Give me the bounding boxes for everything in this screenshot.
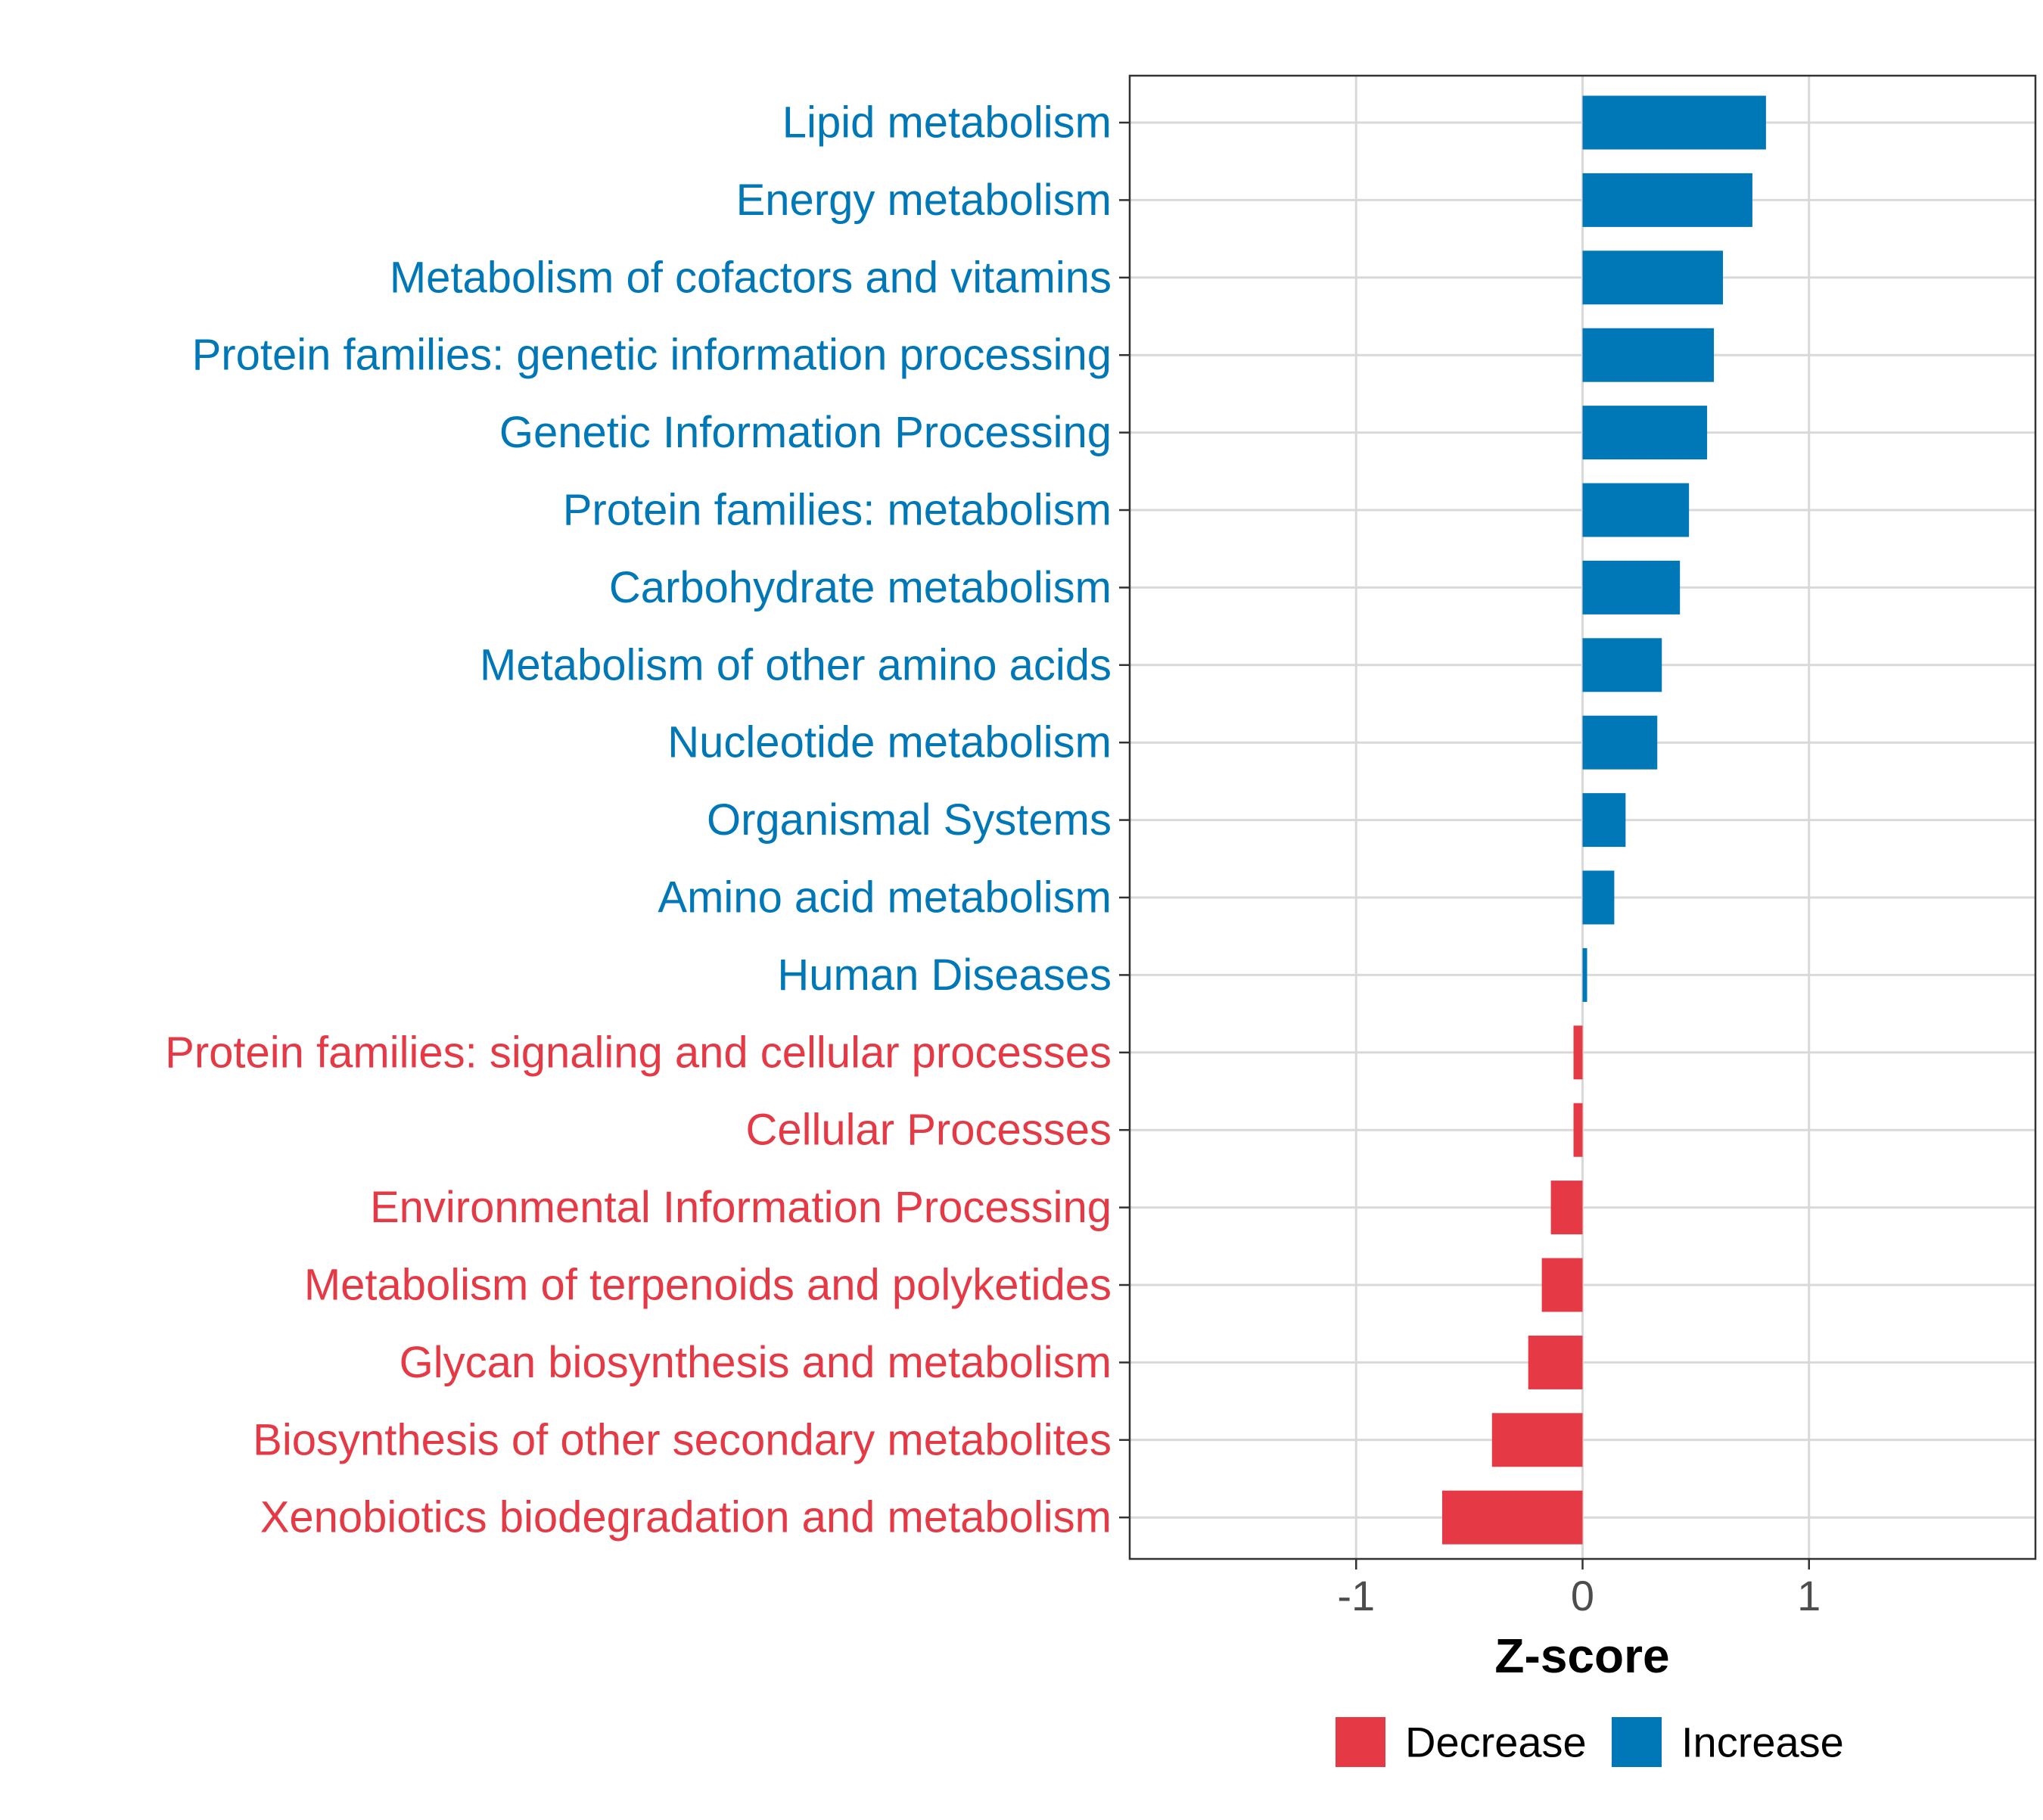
y-tick-label: Protein families: signaling and cellular… — [165, 1028, 1112, 1077]
bar — [1582, 173, 1752, 227]
legend: Decrease Increase — [1336, 1717, 1844, 1767]
bar — [1582, 560, 1681, 614]
bar-layer — [1441, 95, 1766, 1545]
y-tick-label: Energy metabolism — [736, 176, 1112, 225]
x-tick-label: -1 — [1337, 1572, 1375, 1619]
bar — [1582, 793, 1626, 848]
bar — [1582, 870, 1615, 925]
y-tick-label: Metabolism of terpenoids and polyketides — [304, 1261, 1112, 1310]
bar — [1582, 715, 1658, 770]
bar — [1550, 1181, 1583, 1235]
legend-swatch-increase — [1612, 1717, 1662, 1767]
bar — [1528, 1335, 1583, 1389]
y-tick-label: Human Diseases — [777, 950, 1112, 1000]
x-axis-title: Z-score — [1494, 1629, 1669, 1683]
bar — [1582, 483, 1690, 537]
y-tick-label: Genetic Information Processing — [499, 408, 1112, 457]
y-tick-label: Glycan biosynthesis and metabolism — [400, 1338, 1112, 1387]
bar — [1441, 1490, 1583, 1545]
bar — [1582, 328, 1715, 382]
bar — [1582, 406, 1708, 460]
bar — [1541, 1258, 1583, 1312]
y-tick-label: Organismal Systems — [707, 795, 1112, 845]
bar — [1582, 95, 1766, 150]
y-tick-label: Protein families: genetic information pr… — [192, 331, 1112, 380]
legend-label-decrease: Decrease — [1405, 1719, 1587, 1766]
x-axis: -1 0 1 — [1337, 1559, 1821, 1619]
y-axis: Lipid metabolism Energy metabolism Metabol… — [165, 98, 1130, 1542]
y-tick-label: Protein families: metabolism — [563, 486, 1112, 535]
y-tick-label: Nucleotide metabolism — [667, 718, 1112, 767]
y-tick-label: Environmental Information Processing — [370, 1183, 1112, 1232]
bar — [1491, 1413, 1583, 1467]
x-tick-label: 1 — [1797, 1572, 1821, 1619]
legend-swatch-decrease — [1336, 1717, 1385, 1767]
y-tick-label: Lipid metabolism — [782, 98, 1112, 148]
y-tick-label: Xenobiotics biodegradation and metabolis… — [260, 1493, 1112, 1542]
y-tick-label: Cellular Processes — [745, 1106, 1112, 1155]
bar — [1582, 250, 1724, 305]
y-tick-label: Biosynthesis of other secondary metaboli… — [253, 1415, 1112, 1464]
y-tick-label: Metabolism of cofactors and vitamins — [390, 253, 1112, 302]
bar — [1573, 1103, 1583, 1157]
bar — [1582, 947, 1587, 1002]
x-tick-label: 0 — [1571, 1572, 1594, 1619]
bar — [1573, 1025, 1583, 1080]
y-tick-label: Carbohydrate metabolism — [609, 563, 1112, 612]
bar — [1582, 638, 1662, 692]
legend-label-increase: Increase — [1681, 1719, 1844, 1766]
y-tick-label: Metabolism of other amino acids — [480, 640, 1112, 689]
y-tick-label: Amino acid metabolism — [658, 873, 1112, 922]
